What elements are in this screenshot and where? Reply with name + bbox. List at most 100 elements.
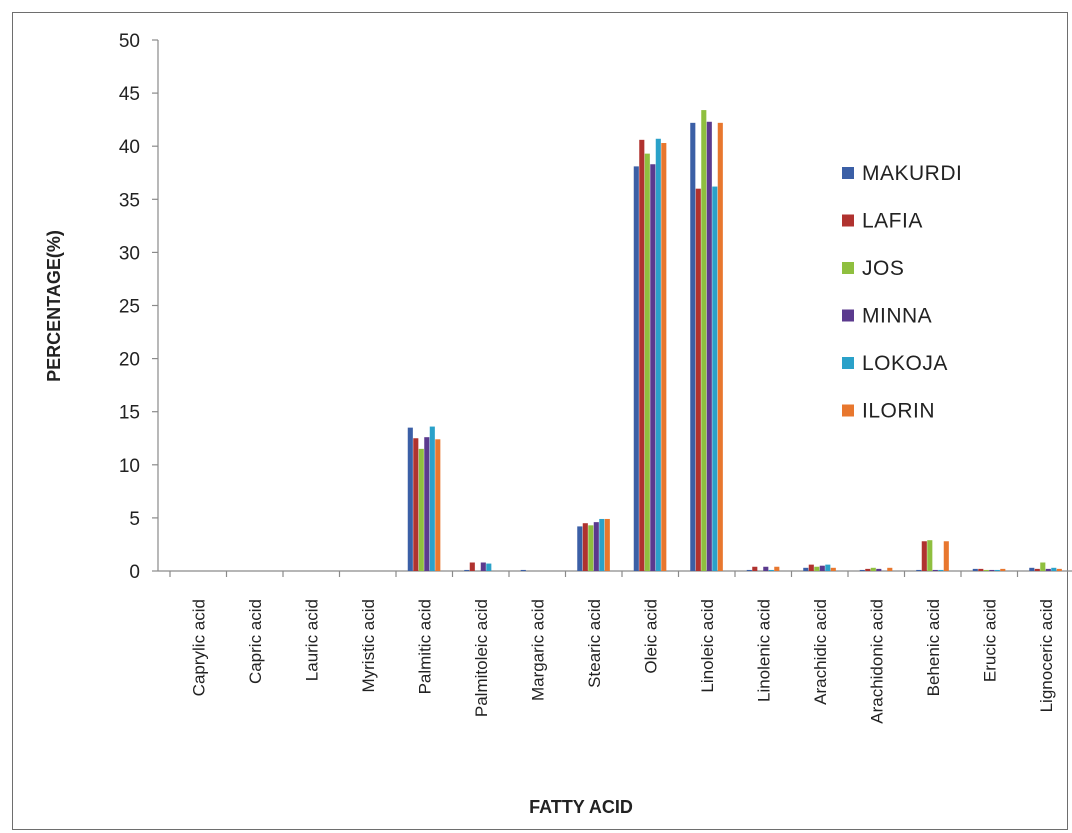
bar <box>983 569 989 571</box>
legend-label: LAFIA <box>862 210 923 233</box>
legend-swatch <box>842 262 854 274</box>
y-tick-label: 50 <box>119 31 140 52</box>
bar <box>633 166 639 571</box>
bar <box>604 518 610 571</box>
x-axis-title: FATTY ACID <box>529 797 633 817</box>
y-axis: 0 5 10 15 20 25 30 35 40 45 50 <box>119 31 159 583</box>
bar <box>972 568 978 571</box>
bar <box>938 569 944 571</box>
y-tick-label: 25 <box>119 297 140 318</box>
legend-label: JOS <box>862 257 904 280</box>
x-tick-label: Erucic acid <box>980 599 999 682</box>
bar <box>927 540 933 571</box>
legend-swatch <box>842 404 854 417</box>
bar <box>1000 568 1006 571</box>
bar <box>655 138 661 571</box>
y-axis-title: PERCENTAGE(%) <box>44 230 64 382</box>
bar <box>808 564 814 571</box>
bar <box>706 121 712 572</box>
bar <box>1029 567 1035 571</box>
bar <box>994 569 1000 571</box>
bar <box>582 523 588 571</box>
x-tick-label: Palmitoleic acid <box>472 599 491 717</box>
chart-frame <box>12 12 1068 830</box>
bar <box>859 569 865 571</box>
y-tick-label: 5 <box>129 509 140 530</box>
bar <box>865 568 871 571</box>
y-tick-label: 40 <box>119 137 140 158</box>
bar <box>774 566 780 571</box>
bar <box>413 438 419 571</box>
bar <box>763 566 769 571</box>
y-tick-label: 10 <box>119 456 140 477</box>
bar <box>978 568 984 571</box>
x-tick-label: Arachidonic acid <box>867 599 886 724</box>
y-tick-label: 45 <box>119 84 140 105</box>
legend-swatch <box>842 214 854 227</box>
bar <box>1051 567 1057 571</box>
bar <box>661 143 667 571</box>
bar <box>639 139 645 571</box>
x-tick-label: Capric acid <box>246 599 265 684</box>
bar <box>644 153 650 571</box>
legend-label: LOKOJA <box>862 352 948 375</box>
x-tick-label: Lignoceric acid <box>1037 599 1056 712</box>
legend-label: MINNA <box>862 305 932 328</box>
bar <box>469 562 475 571</box>
bar <box>593 522 599 571</box>
bar <box>814 566 820 571</box>
x-tick-label: Oleic acid <box>641 599 660 674</box>
y-tick-label: 0 <box>129 562 140 583</box>
bar <box>870 567 876 571</box>
x-tick-label: Palmitic acid <box>415 599 434 694</box>
bar <box>701 110 707 571</box>
bar <box>932 569 938 571</box>
y-tick-label: 15 <box>119 403 140 424</box>
bar <box>577 526 583 571</box>
bar <box>989 569 995 571</box>
bar <box>752 566 758 571</box>
legend-swatch <box>842 309 854 322</box>
y-tick-label: 30 <box>119 243 140 264</box>
bar <box>830 567 836 571</box>
bar <box>712 186 718 571</box>
bar <box>876 568 882 571</box>
bar <box>887 567 893 571</box>
x-tick-label: Arachidic acid <box>811 599 830 705</box>
x-axis: Caprylic acid Capric acid Lauric acid Myris… <box>158 570 1072 724</box>
bar <box>803 567 809 571</box>
bar <box>695 188 701 571</box>
x-tick-label: Margaric acid <box>528 599 547 701</box>
bar <box>650 164 656 571</box>
x-tick-label: Myristic acid <box>359 599 378 693</box>
x-tick-label: Behenic acid <box>924 599 943 696</box>
legend-label: ILORIN <box>862 400 935 423</box>
bar <box>464 569 470 571</box>
bar <box>424 437 430 571</box>
bar <box>825 564 831 571</box>
bar <box>407 427 413 571</box>
bar <box>486 563 492 571</box>
x-tick-label: Stearic acid <box>585 599 604 688</box>
bar <box>1034 568 1040 571</box>
bar <box>1045 568 1051 571</box>
bars <box>407 110 1062 572</box>
x-tick-label: Linoleic acid <box>698 599 717 693</box>
x-tick-label: Linolenic acid <box>754 599 773 702</box>
legend: MAKURDI LAFIA JOS MINNA LOKOJA ILORIN <box>842 162 962 423</box>
bar <box>768 569 774 571</box>
y-tick-label: 20 <box>119 350 140 371</box>
bar <box>1056 568 1062 571</box>
legend-label: MAKURDI <box>862 162 962 185</box>
bar <box>819 565 825 571</box>
bar <box>599 518 605 571</box>
x-tick-label: Lauric acid <box>302 599 321 681</box>
legend-swatch <box>842 357 854 369</box>
bar <box>1040 562 1046 571</box>
bar <box>520 569 526 571</box>
legend-swatch <box>842 167 854 179</box>
bar <box>690 122 696 571</box>
bar <box>418 448 424 571</box>
y-tick-label: 35 <box>119 190 140 211</box>
